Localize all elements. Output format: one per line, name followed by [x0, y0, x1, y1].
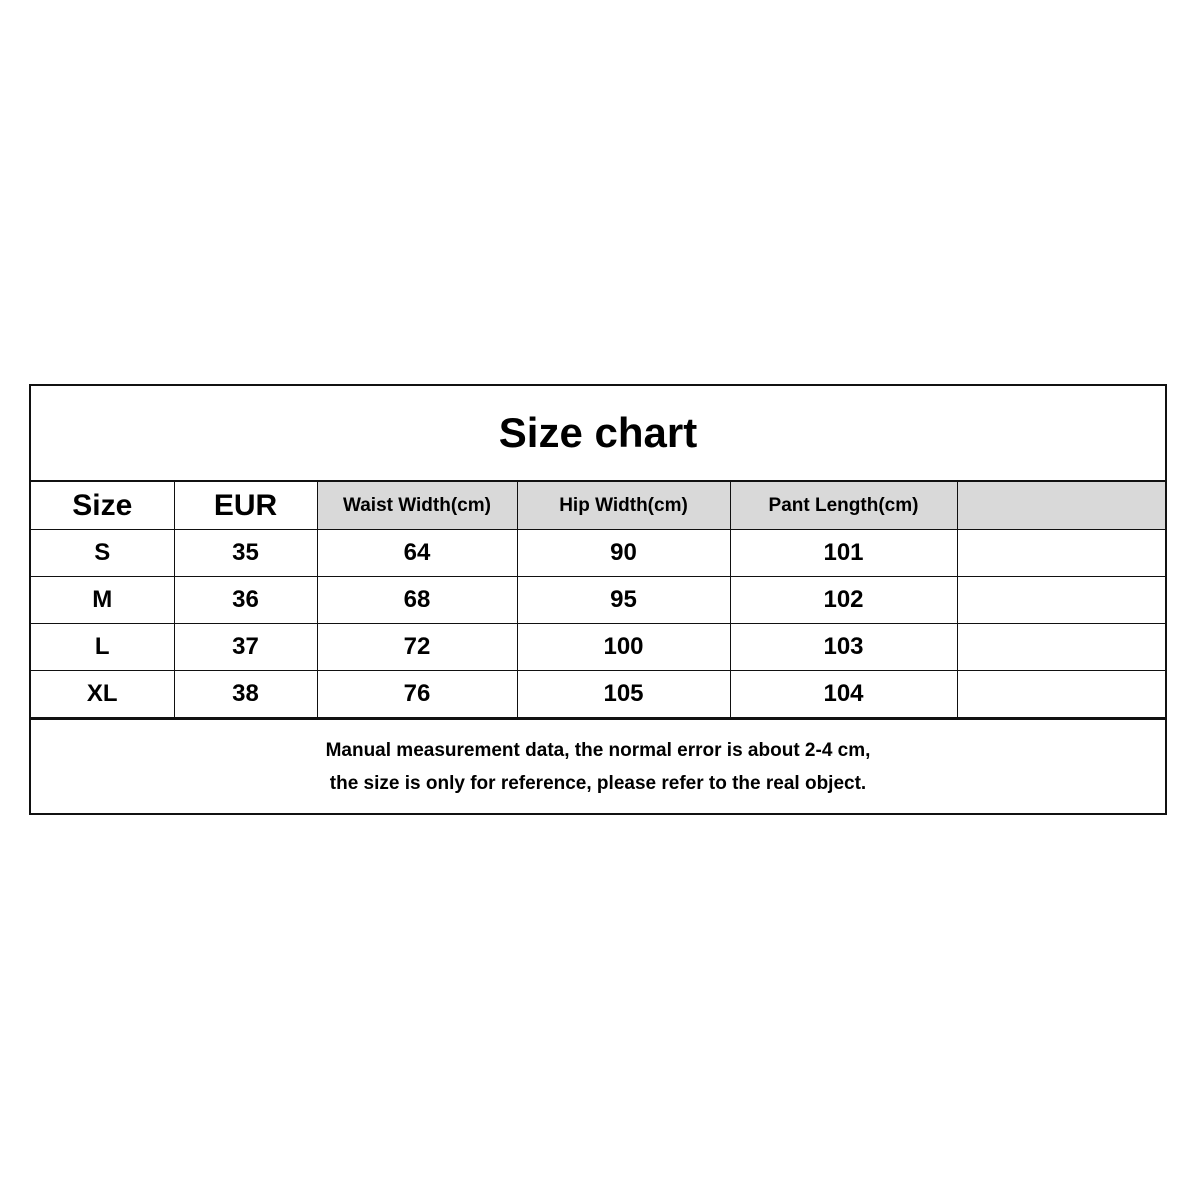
header-row: Size EUR Waist Width(cm) Hip Width(cm) P…	[31, 482, 1165, 530]
note-line-2: the size is only for reference, please r…	[329, 772, 867, 794]
header-waist: Waist Width(cm)	[316, 482, 518, 530]
header-hip: Hip Width(cm)	[516, 482, 731, 530]
table-cell: 101	[729, 529, 958, 577]
table-row: S 35 64 90 101	[31, 529, 1165, 577]
table-cell: M	[31, 576, 175, 624]
table-cell	[956, 529, 1165, 577]
table-row: XL 38 76 105 104	[31, 670, 1165, 718]
table-cell: XL	[31, 670, 175, 718]
table-cell: 105	[516, 670, 731, 718]
size-table: Size EUR Waist Width(cm) Hip Width(cm) P…	[31, 482, 1165, 718]
header-length: Pant Length(cm)	[729, 482, 958, 530]
table-cell: 72	[316, 623, 518, 671]
table-cell	[956, 576, 1165, 624]
table-cell: 95	[516, 576, 731, 624]
table-cell: 37	[173, 623, 318, 671]
table-cell: 100	[516, 623, 731, 671]
table-row: L 37 72 100 103	[31, 623, 1165, 671]
table-cell: 90	[516, 529, 731, 577]
table-cell: S	[31, 529, 175, 577]
table-cell: 76	[316, 670, 518, 718]
chart-title: Size chart	[31, 386, 1165, 482]
note-line-1: Manual measurement data, the normal erro…	[325, 739, 871, 761]
table-cell: L	[31, 623, 175, 671]
table-cell	[956, 623, 1165, 671]
table-cell	[956, 670, 1165, 718]
table-cell: 38	[173, 670, 318, 718]
table-cell: 68	[316, 576, 518, 624]
table-cell: 104	[729, 670, 958, 718]
header-empty	[956, 482, 1165, 530]
table-cell: 35	[173, 529, 318, 577]
header-size: Size	[31, 482, 175, 530]
table-cell: 64	[316, 529, 518, 577]
header-eur: EUR	[173, 482, 318, 530]
table-cell: 103	[729, 623, 958, 671]
table-cell: 102	[729, 576, 958, 624]
table-cell: 36	[173, 576, 318, 624]
measurement-note: Manual measurement data, the normal erro…	[31, 718, 1165, 813]
size-chart: Size chart Size EUR Waist Width(cm) Hip …	[29, 384, 1167, 815]
table-row: M 36 68 95 102	[31, 576, 1165, 624]
